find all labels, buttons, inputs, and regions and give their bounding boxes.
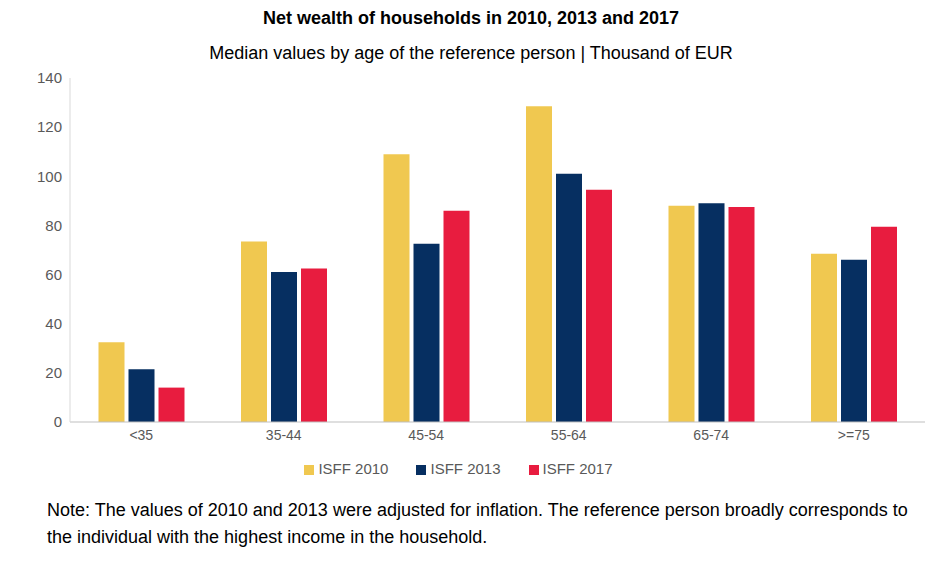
- svg-text:80: 80: [45, 217, 62, 234]
- svg-text:>=75: >=75: [838, 427, 870, 443]
- svg-text:20: 20: [45, 364, 62, 381]
- svg-text:35-44: 35-44: [266, 427, 302, 443]
- html-text:Net wealth of households in 20: Net wealth of households in 2010, 2013 a…: [262, 8, 680, 28]
- svg-text:60: 60: [45, 266, 62, 283]
- html-text:ISFF 2010: ISFF 2010: [318, 460, 389, 477]
- html-text:Median values by age of the re: Median values by age of the reference pe…: [209, 43, 733, 63]
- svg-text:65-74: 65-74: [693, 427, 729, 443]
- html-text:ISFF 2013: ISFF 2013: [430, 460, 501, 477]
- svg-text:140: 140: [37, 69, 62, 86]
- svg-text:0: 0: [54, 413, 62, 430]
- svg-text:45-54: 45-54: [408, 427, 444, 443]
- svg-text:120: 120: [37, 118, 62, 135]
- svg-text:55-64: 55-64: [551, 427, 587, 443]
- svg-text:40: 40: [45, 315, 62, 332]
- svg-text:<35: <35: [129, 427, 153, 443]
- html-text:ISFF 2017: ISFF 2017: [542, 460, 613, 477]
- html-text:Note: The values of 2010 and 2: Note: The values of 2010 and 2013 were a…: [47, 500, 908, 547]
- svg-text:100: 100: [37, 168, 62, 185]
